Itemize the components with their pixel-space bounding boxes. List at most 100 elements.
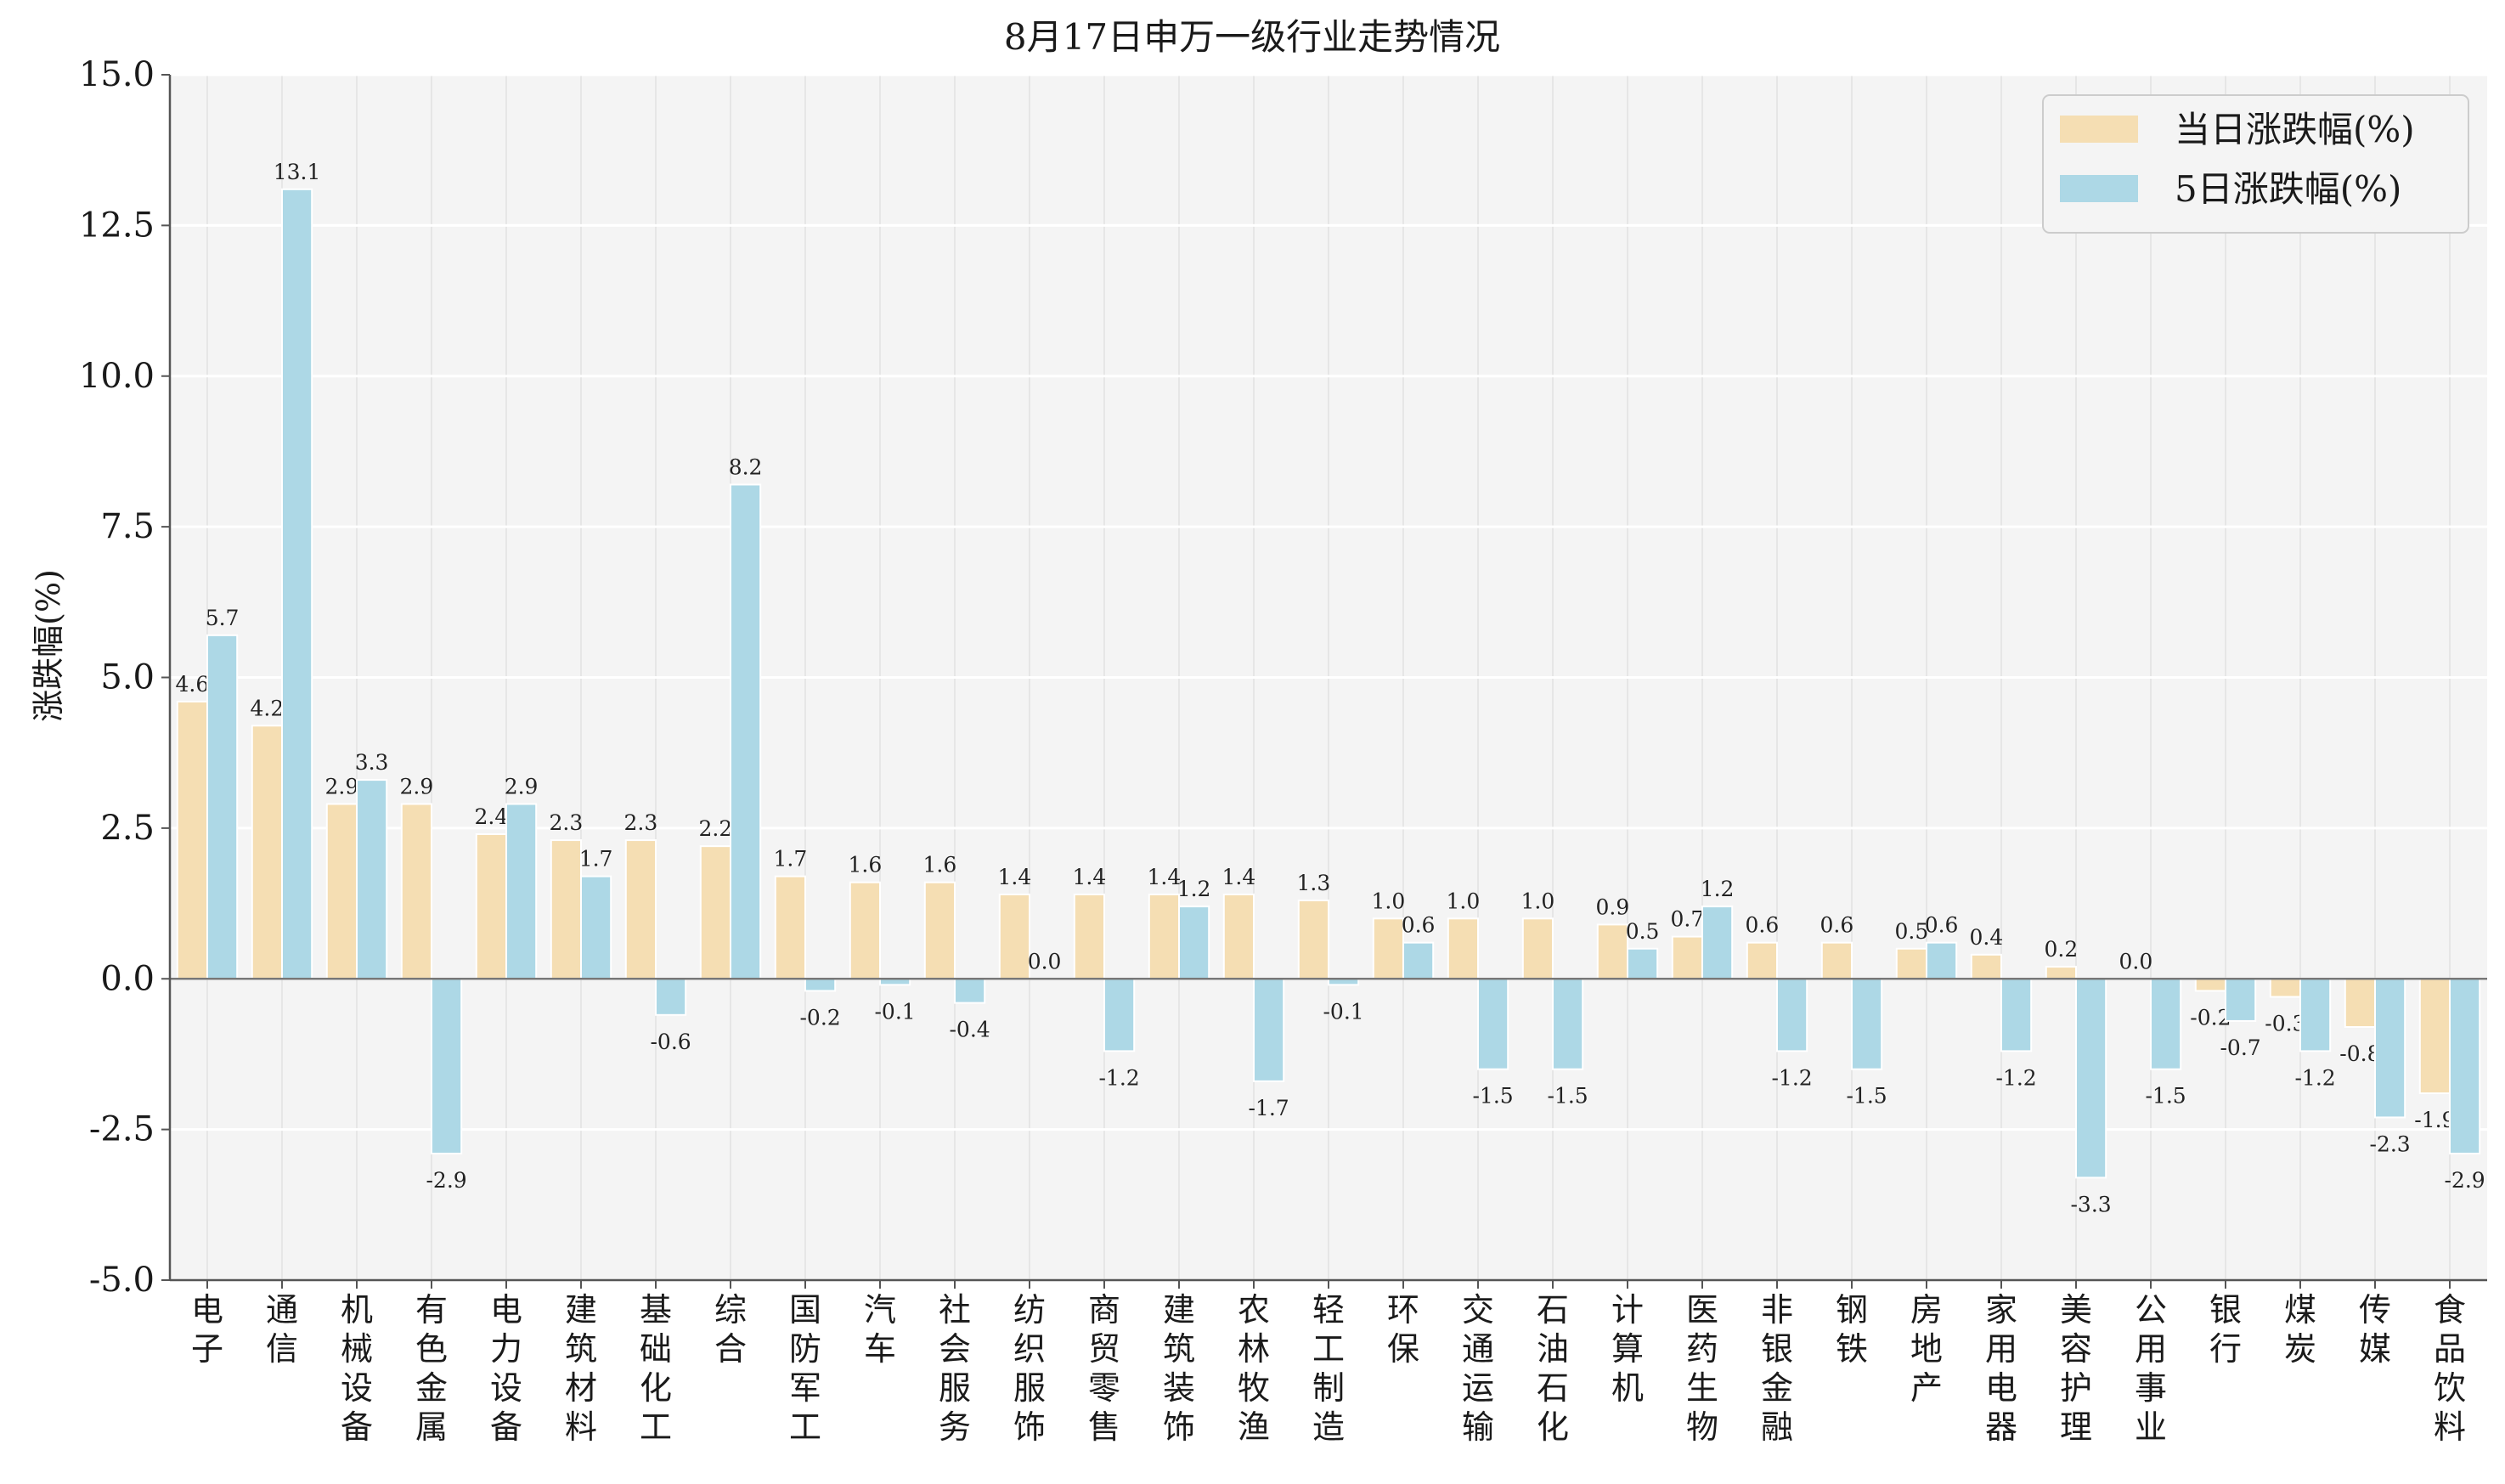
bar-daily (1075, 894, 1104, 979)
legend-swatch-daily (2060, 116, 2138, 143)
bar-daily (1673, 937, 1702, 979)
bar-5day (2450, 979, 2480, 1154)
bar-daily (402, 804, 432, 979)
data-label-5day: -2.9 (426, 1168, 466, 1193)
bar-daily (1598, 924, 1628, 979)
bar-5day (2226, 979, 2255, 1021)
data-label-5day: 1.2 (1701, 877, 1735, 901)
bar-5day (955, 979, 985, 1002)
bar-daily (1747, 943, 1777, 979)
y-axis-label: 涨跌幅(%) (30, 569, 67, 722)
data-label-5day: 8.2 (729, 454, 763, 479)
bar-5day (282, 189, 312, 979)
bar-5day (656, 979, 685, 1015)
chart-title: 8月17日申万一级行业走势情况 (1004, 16, 1500, 58)
data-label-5day: -0.7 (2220, 1035, 2260, 1060)
bar-5day (1254, 979, 1284, 1081)
bar-daily (850, 883, 880, 979)
bar-daily (1149, 894, 1179, 979)
bar-daily (1448, 918, 1478, 979)
y-tick-label: 0.0 (100, 959, 155, 998)
data-label-daily: 4.2 (251, 696, 285, 720)
data-label-daily: 2.9 (325, 774, 359, 798)
data-label-5day: 0.5 (1626, 919, 1660, 944)
data-label-daily: 0.5 (1895, 919, 1929, 944)
data-label-daily: 0.9 (1596, 894, 1630, 919)
x-tick-label: 房地产 (1910, 1291, 1943, 1407)
y-tick-label: 5.0 (100, 658, 155, 697)
data-label-5day: -2.9 (2444, 1168, 2485, 1193)
legend-label-daily: 当日涨跌幅(%) (2175, 109, 2415, 150)
y-tick-label: 15.0 (79, 55, 155, 94)
data-label-5day: -1.5 (1472, 1084, 1513, 1109)
bar-5day (506, 804, 536, 979)
data-label-daily: 1.4 (998, 865, 1032, 889)
data-label-5day: 0.0 (1028, 949, 1062, 973)
data-label-5day: 1.7 (579, 847, 613, 872)
bar-5day (1777, 979, 1807, 1051)
bar-daily (2046, 967, 2076, 979)
data-label-5day: 3.3 (355, 750, 389, 775)
bar-5day (432, 979, 461, 1154)
y-tick-label: -2.5 (89, 1110, 155, 1149)
bar-5day (2300, 979, 2330, 1051)
data-label-daily: 2.2 (699, 816, 733, 841)
bar-daily (327, 804, 357, 979)
data-label-5day: 5.7 (206, 606, 240, 630)
data-label-5day: 13.1 (274, 160, 321, 184)
data-label-5day: -1.5 (1547, 1084, 1588, 1109)
data-label-daily: 1.0 (1447, 889, 1481, 913)
data-label-daily: 4.6 (176, 672, 210, 697)
data-label-5day: 0.6 (1925, 913, 1959, 938)
data-label-daily: 0.7 (1671, 907, 1705, 932)
bar-daily (551, 840, 581, 979)
bar-daily (252, 725, 282, 979)
legend: 当日涨跌幅(%)5日涨跌幅(%) (2043, 95, 2468, 233)
bar-daily (776, 877, 805, 979)
data-label-5day: -1.5 (1846, 1084, 1887, 1109)
data-label-5day: 1.2 (1177, 877, 1211, 901)
bar-daily (1000, 894, 1030, 979)
bar-daily (701, 846, 731, 979)
data-label-daily: 0.6 (1746, 913, 1780, 938)
data-label-5day: -1.2 (1995, 1065, 2036, 1090)
y-tick-label: 10.0 (79, 357, 155, 396)
bar-5day (2001, 979, 2031, 1051)
bar-daily (2196, 979, 2226, 990)
bar-daily (925, 883, 955, 979)
bar-daily (1374, 918, 1403, 979)
data-label-daily: 1.4 (1073, 865, 1107, 889)
bar-daily (2271, 979, 2300, 996)
data-label-5day: -0.4 (949, 1018, 990, 1042)
bar-5day (1553, 979, 1583, 1069)
data-label-daily: 2.3 (624, 810, 658, 835)
bar-5day (357, 780, 386, 979)
data-label-daily: 2.4 (475, 804, 509, 829)
data-label-5day: -0.1 (874, 999, 915, 1024)
bar-5day (1478, 979, 1508, 1069)
y-tick-label: 7.5 (100, 507, 155, 546)
bar-5day (1927, 943, 1956, 979)
bar-daily (1224, 894, 1254, 979)
bar-5day (805, 979, 835, 990)
bar-daily (626, 840, 656, 979)
data-label-daily: 2.9 (400, 774, 434, 798)
data-label-daily: 2.3 (550, 810, 584, 835)
data-label-daily: 1.0 (1521, 889, 1555, 913)
bar-5day (1852, 979, 1882, 1069)
bar-daily (1299, 900, 1329, 979)
bar-5day (207, 635, 237, 979)
data-label-daily: 1.7 (774, 847, 808, 872)
bar-daily (2420, 979, 2450, 1093)
data-label-daily: 1.6 (849, 853, 883, 877)
legend-swatch-5day (2060, 175, 2138, 202)
data-label-5day: -0.1 (1323, 999, 1363, 1024)
bar-5day (2151, 979, 2181, 1069)
y-tick-label: -5.0 (89, 1261, 155, 1300)
data-label-5day: -1.7 (1248, 1096, 1289, 1120)
bar-daily (1523, 918, 1553, 979)
data-label-daily: 1.4 (1148, 865, 1182, 889)
data-label-5day: -0.6 (650, 1030, 691, 1054)
